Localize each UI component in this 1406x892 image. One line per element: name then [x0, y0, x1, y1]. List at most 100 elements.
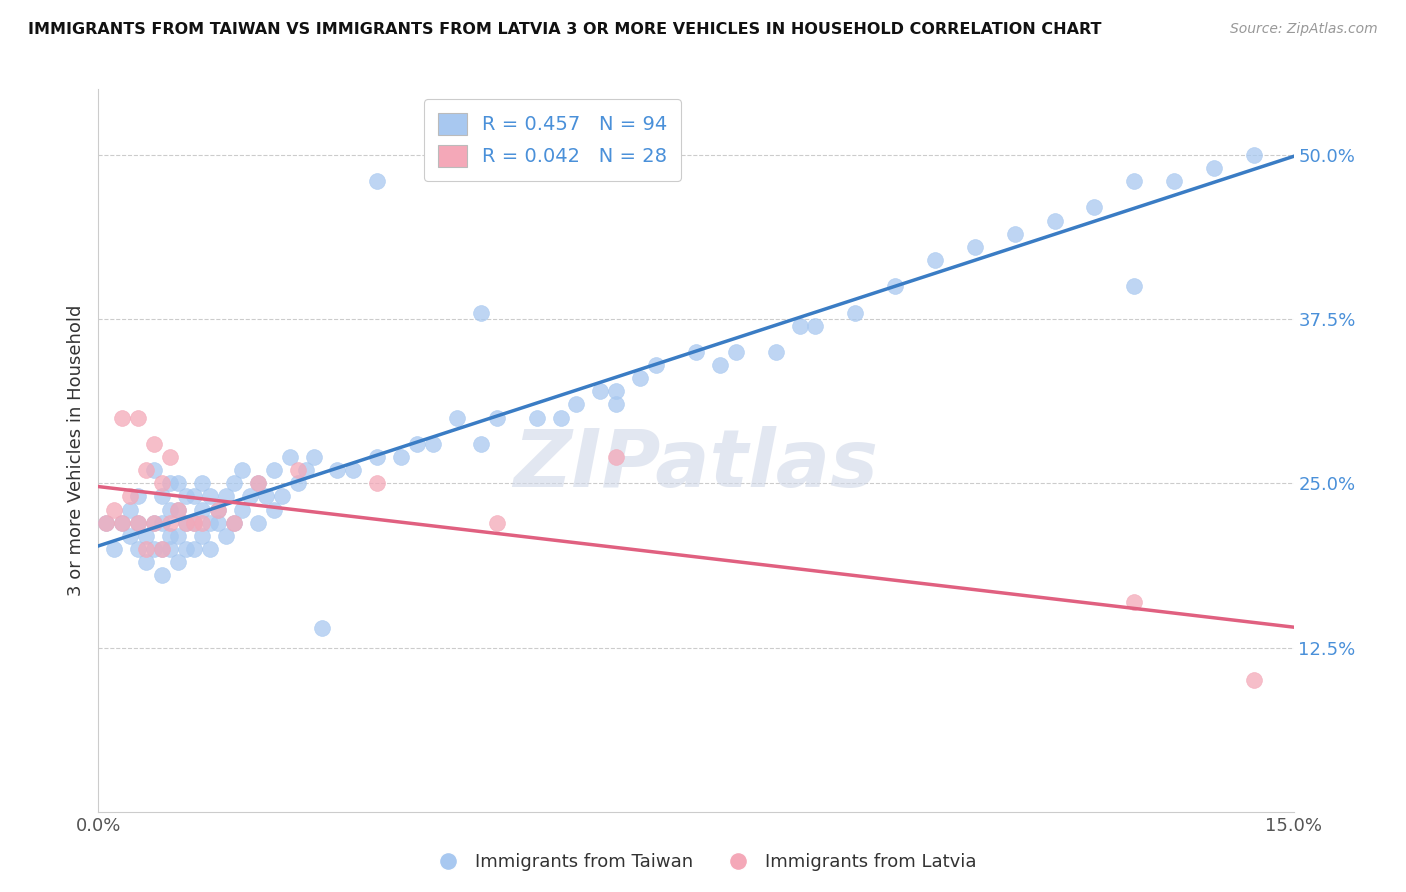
- Point: [143, 541, 166, 556]
- Point: [605, 384, 627, 399]
- Point: [263, 502, 285, 516]
- Point: [191, 516, 214, 530]
- Point: [470, 437, 492, 451]
- Point: [143, 516, 166, 530]
- Point: [183, 516, 205, 530]
- Point: [804, 318, 827, 333]
- Point: [143, 437, 166, 451]
- Point: [207, 516, 229, 530]
- Point: [963, 240, 986, 254]
- Point: [422, 437, 444, 451]
- Point: [222, 516, 245, 530]
- Point: [135, 463, 157, 477]
- Point: [167, 476, 190, 491]
- Point: [191, 529, 214, 543]
- Point: [143, 463, 166, 477]
- Point: [589, 384, 612, 399]
- Point: [485, 410, 508, 425]
- Point: [103, 502, 125, 516]
- Point: [222, 516, 245, 530]
- Point: [120, 502, 142, 516]
- Point: [342, 463, 364, 477]
- Point: [278, 450, 301, 464]
- Point: [174, 490, 197, 504]
- Point: [127, 541, 149, 556]
- Point: [111, 410, 134, 425]
- Point: [215, 529, 238, 543]
- Point: [159, 450, 181, 464]
- Point: [294, 463, 316, 477]
- Point: [406, 437, 429, 451]
- Point: [127, 516, 149, 530]
- Point: [270, 490, 292, 504]
- Point: [326, 463, 349, 477]
- Point: [789, 318, 811, 333]
- Point: [135, 541, 157, 556]
- Point: [685, 345, 707, 359]
- Point: [1163, 174, 1185, 188]
- Text: ZIPatlas: ZIPatlas: [513, 425, 879, 504]
- Point: [287, 476, 309, 491]
- Point: [150, 541, 173, 556]
- Point: [135, 555, 157, 569]
- Point: [215, 490, 238, 504]
- Point: [1202, 161, 1225, 175]
- Point: [246, 476, 269, 491]
- Point: [159, 476, 181, 491]
- Point: [1243, 148, 1265, 162]
- Point: [135, 529, 157, 543]
- Point: [96, 516, 118, 530]
- Point: [150, 516, 173, 530]
- Point: [222, 476, 245, 491]
- Point: [366, 450, 388, 464]
- Point: [159, 516, 181, 530]
- Point: [645, 358, 668, 372]
- Point: [183, 516, 205, 530]
- Point: [239, 490, 262, 504]
- Point: [246, 476, 269, 491]
- Point: [127, 516, 149, 530]
- Point: [96, 516, 118, 530]
- Point: [159, 541, 181, 556]
- Point: [150, 476, 173, 491]
- Point: [366, 476, 388, 491]
- Point: [263, 463, 285, 477]
- Point: [485, 516, 508, 530]
- Point: [302, 450, 325, 464]
- Point: [120, 529, 142, 543]
- Text: Source: ZipAtlas.com: Source: ZipAtlas.com: [1230, 22, 1378, 37]
- Point: [231, 502, 253, 516]
- Point: [159, 502, 181, 516]
- Point: [884, 279, 907, 293]
- Point: [1083, 201, 1105, 215]
- Point: [844, 305, 866, 319]
- Point: [924, 252, 946, 267]
- Point: [174, 541, 197, 556]
- Point: [446, 410, 468, 425]
- Point: [1123, 279, 1146, 293]
- Y-axis label: 3 or more Vehicles in Household: 3 or more Vehicles in Household: [66, 305, 84, 596]
- Point: [389, 450, 412, 464]
- Point: [724, 345, 747, 359]
- Point: [207, 502, 229, 516]
- Point: [183, 490, 205, 504]
- Point: [198, 490, 221, 504]
- Point: [526, 410, 548, 425]
- Point: [183, 541, 205, 556]
- Point: [191, 476, 214, 491]
- Point: [565, 397, 588, 411]
- Point: [127, 490, 149, 504]
- Point: [550, 410, 572, 425]
- Point: [366, 174, 388, 188]
- Point: [605, 450, 627, 464]
- Point: [174, 516, 197, 530]
- Point: [150, 568, 173, 582]
- Point: [191, 502, 214, 516]
- Point: [1004, 227, 1026, 241]
- Point: [127, 410, 149, 425]
- Point: [231, 463, 253, 477]
- Point: [207, 502, 229, 516]
- Point: [1043, 213, 1066, 227]
- Point: [150, 490, 173, 504]
- Point: [111, 516, 134, 530]
